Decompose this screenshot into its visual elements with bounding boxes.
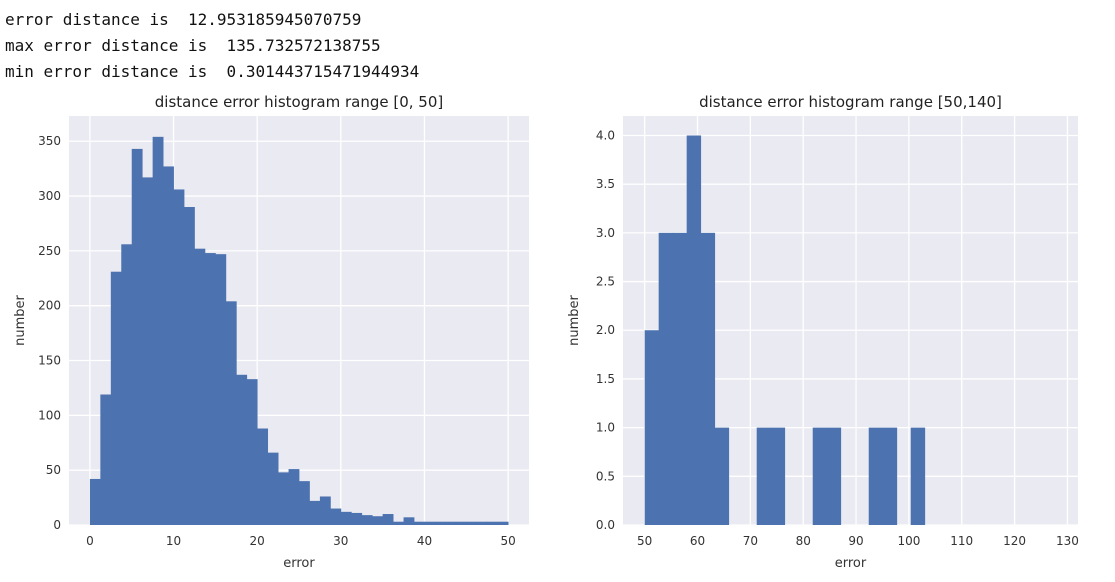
y-tick-label: 100 <box>38 408 61 422</box>
y-tick-label: 4.0 <box>596 128 615 142</box>
y-tick-label: 1.0 <box>596 421 615 435</box>
chart-2: 50 60 70 80 90 100 110 120 130 0.0 0.5 1.0 1.5 2.0 2.5… <box>567 93 1079 571</box>
histogram-bar <box>812 427 828 525</box>
histogram-bar <box>868 427 884 525</box>
y-tick-label: 300 <box>38 189 61 203</box>
chart-title: distance error histogram range [0, 50] <box>155 93 443 111</box>
x-tick-label: 80 <box>796 534 811 548</box>
y-tick-label: 3.5 <box>596 177 615 191</box>
chart-title: distance error histogram range [50,140] <box>699 93 1002 111</box>
histogram-bar <box>466 521 478 525</box>
histogram-bar <box>319 496 331 525</box>
output-line-max-error: max error distance is 135.732572138755 <box>5 36 381 55</box>
histogram-bar <box>403 517 415 525</box>
histogram-bar <box>882 427 898 525</box>
histogram-bar <box>658 232 674 526</box>
histogram-bar <box>361 515 373 525</box>
histogram-bar <box>288 469 300 525</box>
chart-1: 0 10 20 30 40 50 0 50 100 150 200 250 300 350 distance… <box>13 93 529 571</box>
output-line-mean-error: error distance is 12.953185945070759 <box>5 10 362 29</box>
y-tick-label: 1.5 <box>596 372 615 386</box>
histogram-bar <box>330 508 342 525</box>
histogram-bar <box>372 516 384 525</box>
y-tick-label: 350 <box>38 134 61 148</box>
histogram-bar <box>910 427 926 525</box>
console-output: error distance is 12.953185945070759 max … <box>5 7 419 85</box>
x-tick-label: 30 <box>333 534 348 548</box>
x-tick-label: 0 <box>86 534 94 548</box>
histogram-bar <box>278 472 289 525</box>
histogram-bar <box>131 148 143 525</box>
y-tick-label: 2.0 <box>596 323 615 337</box>
histogram-bar <box>142 177 154 525</box>
histogram-bar <box>672 232 688 526</box>
histogram-bar <box>700 232 716 526</box>
histogram-bar <box>756 427 772 525</box>
histogram-bar <box>445 521 457 525</box>
histogram-bar <box>163 166 174 525</box>
histogram-bar <box>497 521 509 525</box>
histogram-bar <box>770 427 786 525</box>
histogram-bar <box>121 244 133 526</box>
x-tick-label: 10 <box>166 534 181 548</box>
y-tick-label: 3.0 <box>596 226 615 240</box>
histogram-bar <box>299 481 310 525</box>
histogram-bar <box>184 207 195 525</box>
x-tick-label: 130 <box>1056 534 1079 548</box>
histogram-bar <box>215 254 227 525</box>
y-tick-label: 250 <box>38 244 61 258</box>
y-tick-label: 2.5 <box>596 275 615 289</box>
histogram-bar <box>434 521 446 525</box>
x-tick-label: 50 <box>500 534 515 548</box>
histogram-bar <box>225 301 237 525</box>
histogram-bar <box>826 427 842 525</box>
x-tick-label: 100 <box>897 534 920 548</box>
y-axis-label: number <box>567 294 582 345</box>
histogram-bar <box>309 500 321 525</box>
histogram-bar <box>487 521 499 525</box>
histogram-bar <box>351 512 363 525</box>
x-tick-label: 120 <box>1003 534 1026 548</box>
histogram-bar <box>89 478 101 525</box>
histogram-bar <box>173 189 185 525</box>
histogram-bar <box>382 514 394 525</box>
x-axis-label: error <box>283 556 315 571</box>
x-axis-label: error <box>835 556 867 571</box>
x-tick-label: 70 <box>743 534 758 548</box>
x-tick-label: 90 <box>848 534 863 548</box>
histogram-bar <box>424 521 436 525</box>
histogram-bar <box>194 248 206 525</box>
y-tick-label: 150 <box>38 354 61 368</box>
x-tick-label: 40 <box>417 534 432 548</box>
output-line-min-error: min error distance is 0.3014437154719449… <box>5 62 420 81</box>
histogram-bar <box>644 330 660 525</box>
y-tick-label: 0.0 <box>596 518 615 532</box>
histogram-bar <box>110 271 122 525</box>
x-tick-label: 20 <box>250 534 265 548</box>
histogram-bar <box>476 521 488 525</box>
x-tick-label: 50 <box>637 534 652 548</box>
x-tick-label: 60 <box>690 534 705 548</box>
y-axis-label: number <box>13 294 28 345</box>
histogram-bar <box>246 379 258 525</box>
y-tick-label: 200 <box>38 299 61 313</box>
histogram-bar <box>686 135 702 526</box>
y-tick-label: 0 <box>53 518 61 532</box>
histogram-bar <box>393 521 404 525</box>
histogram-bar <box>204 253 216 525</box>
x-tick-label: 110 <box>950 534 973 548</box>
y-tick-label: 0.5 <box>596 469 615 483</box>
histogram-bar <box>340 511 352 525</box>
histogram-bar <box>267 452 279 525</box>
histogram-bar <box>257 428 269 525</box>
histogram-bar <box>714 427 730 525</box>
histogram-bar <box>100 394 112 525</box>
histogram-bar <box>236 374 248 525</box>
y-tick-label: 50 <box>46 463 61 477</box>
histogram-bar <box>455 521 467 525</box>
histogram-bar <box>414 521 425 525</box>
histogram-bar <box>152 136 164 525</box>
